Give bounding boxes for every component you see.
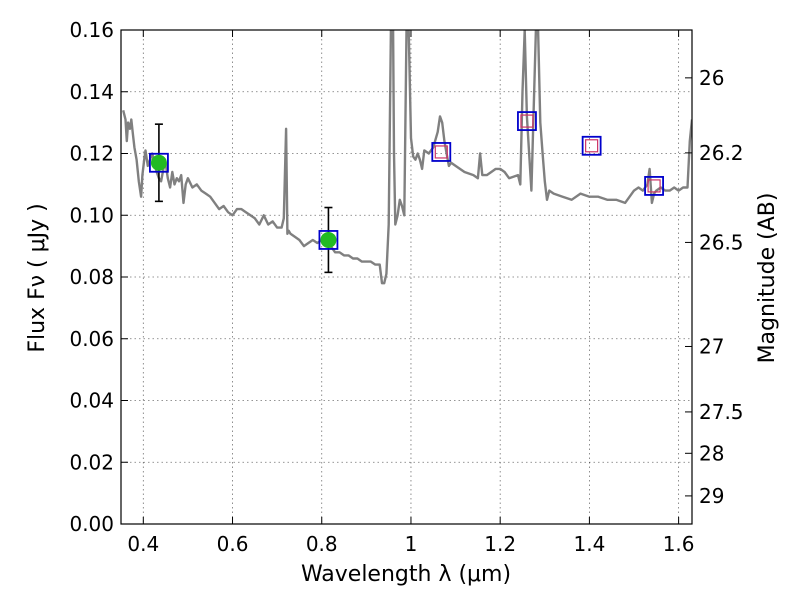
photometry-box (581, 135, 602, 156)
photometry-box (517, 111, 537, 131)
marker-layer (149, 111, 664, 274)
photometry-box (431, 142, 452, 162)
x-tick-label: 1 (405, 532, 418, 556)
photometry-box (318, 230, 339, 250)
y2-tick-label: 26 (699, 66, 724, 90)
y2-tick-label: 26.5 (699, 230, 744, 254)
measured-point (150, 154, 167, 171)
y-tick-label: 0.02 (69, 450, 114, 474)
x-axis-title: Wavelength λ (μm) (301, 562, 511, 587)
photometry-box (149, 152, 169, 173)
y-tick-label: 0.04 (69, 389, 114, 413)
y-tick-label: 0.10 (69, 203, 114, 227)
y-axis-title: Flux Fν ( μJy ) (25, 203, 50, 352)
y2-tick-label: 29 (699, 484, 724, 508)
y2-tick-label: 28 (699, 441, 724, 465)
model-photometry-square (647, 179, 661, 193)
x-tick-label: 0.6 (217, 532, 249, 556)
y-tick-label: 0.14 (69, 80, 114, 104)
y2-tick-label: 27.5 (699, 400, 744, 424)
x-tick-labels: 0.4 0.6 0.8 1 1.2 1.4 1.6 (127, 532, 694, 556)
y-tick-label: 0.06 (69, 327, 114, 351)
photometry-box (644, 176, 664, 196)
spectrum-layer (122, 30, 692, 285)
model-photometry-square (585, 139, 599, 153)
y-tick-labels: 0.00 0.02 0.04 0.06 0.08 0.10 0.12 0.14 0.16 (69, 18, 114, 536)
model-photometry-square (520, 114, 534, 128)
measured-point (320, 231, 337, 248)
y-tick-label: 0.00 (69, 512, 114, 536)
x-tick-label: 1.4 (573, 532, 605, 556)
spectrum-line (122, 30, 692, 285)
y2-axis-title: Magnitude (AB) (755, 193, 780, 364)
y2-tick-label: 27 (699, 334, 724, 358)
y2-tick-labels: 26 26.2 26.5 27 27.5 28 29 (699, 66, 744, 508)
y2-tick-label: 26.2 (699, 141, 744, 165)
y-tick-label: 0.08 (69, 265, 114, 289)
y-tick-label: 0.12 (69, 142, 114, 166)
y-tick-label: 0.16 (69, 18, 114, 42)
axis-ticks (121, 29, 692, 525)
x-tick-label: 1.6 (663, 532, 695, 556)
x-tick-label: 0.8 (306, 532, 338, 556)
model-photometry-square (434, 145, 448, 159)
x-tick-label: 0.4 (127, 532, 159, 556)
x-tick-label: 1.2 (484, 532, 516, 556)
